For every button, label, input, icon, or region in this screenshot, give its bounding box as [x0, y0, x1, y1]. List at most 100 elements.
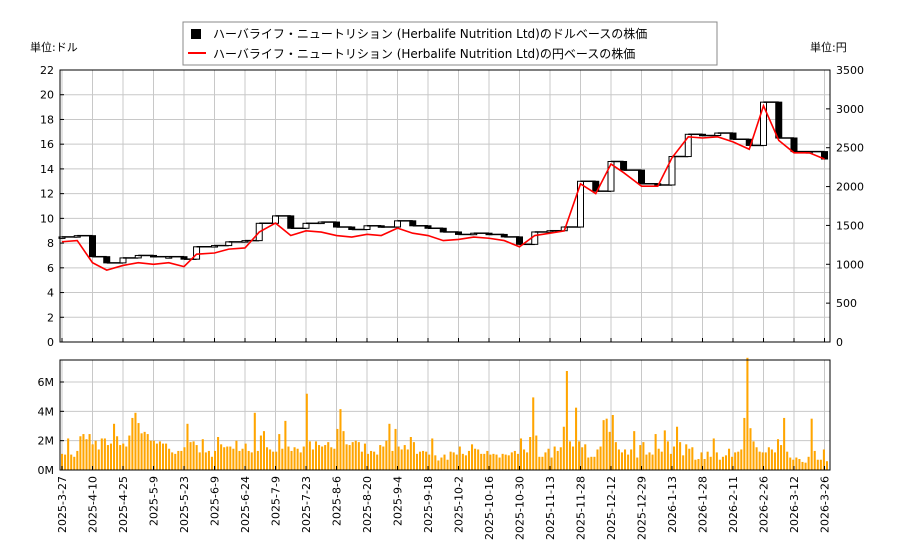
- volume-bar: [103, 438, 106, 470]
- volume-bar: [584, 444, 587, 470]
- volume-bar: [370, 450, 373, 470]
- volume-bar: [296, 448, 299, 470]
- x-tick-label: 2026-2-11: [727, 476, 740, 533]
- usd-candles: [58, 101, 828, 264]
- volume-bar: [474, 448, 477, 470]
- volume-bar: [541, 456, 544, 470]
- volume-bar: [718, 459, 721, 470]
- volume-bar: [749, 428, 752, 470]
- usd-candle: [394, 220, 401, 228]
- volume-bar: [590, 456, 593, 470]
- x-tick-label: 2025-7-23: [300, 476, 313, 533]
- left-y-tick-label: 12: [40, 188, 54, 201]
- volume-bar: [440, 457, 443, 470]
- volume-bar: [204, 452, 207, 470]
- volume-bar: [238, 450, 241, 470]
- volume-bar: [526, 452, 529, 470]
- volume-bar: [342, 431, 345, 470]
- volume-bar: [651, 454, 654, 470]
- volume-bar: [630, 449, 633, 470]
- volume-bar: [186, 423, 189, 470]
- volume-bar: [437, 460, 440, 470]
- volume-bar: [376, 454, 379, 470]
- x-tick-label: 2026-3-26: [819, 476, 832, 533]
- volume-bar: [431, 438, 434, 470]
- volume-bar: [140, 433, 143, 470]
- usd-candle: [531, 231, 539, 245]
- volume-bar: [406, 449, 409, 470]
- volume-bar: [198, 452, 201, 470]
- usd-candle: [729, 132, 737, 140]
- volume-bar: [737, 451, 740, 470]
- volume-bar: [483, 453, 486, 470]
- volume-bar: [119, 445, 122, 470]
- volume-bar: [740, 449, 743, 470]
- volume-bar: [627, 454, 630, 470]
- volume-bar: [348, 445, 351, 470]
- right-y-tick-label: 2500: [836, 142, 864, 155]
- legend-usd-label: ハーバライフ・ニュートリション (Herbalife Nutrition Ltd…: [213, 26, 647, 41]
- volume-bar: [724, 455, 728, 470]
- volume-bar: [492, 453, 495, 470]
- volume-bar: [507, 455, 510, 470]
- volume-bar: [177, 450, 180, 470]
- volume-bar: [82, 434, 85, 470]
- right-unit-label: 単位:円: [810, 41, 847, 54]
- volume-bar: [400, 449, 403, 470]
- volume-bar: [578, 441, 581, 470]
- left-y-tick-label: 18: [40, 113, 54, 126]
- volume-bar: [330, 447, 333, 470]
- x-tick-label: 2025-9-4: [392, 476, 405, 526]
- volume-bar: [382, 446, 385, 470]
- volume-bar: [804, 462, 807, 470]
- volume-bar: [703, 459, 706, 470]
- volume-bar: [308, 441, 311, 470]
- volume-bar: [636, 457, 639, 470]
- x-tick-label: 2025-8-6: [331, 476, 344, 526]
- usd-candle: [620, 160, 628, 171]
- volume-bar: [116, 436, 119, 470]
- volume-tick-label: 4M: [38, 405, 55, 418]
- volume-bar: [495, 454, 498, 470]
- volume-bar: [792, 459, 795, 470]
- volume-bar: [620, 452, 623, 470]
- volume-bar: [266, 447, 269, 470]
- x-tick-label: 2025-10-30: [514, 476, 527, 540]
- volume-bar: [556, 450, 559, 470]
- volume-bar: [290, 450, 293, 470]
- left-unit-label: 単位:ドル: [30, 41, 78, 54]
- volume-bar: [85, 439, 88, 470]
- volume-bar: [550, 457, 553, 470]
- volume-bar: [79, 436, 82, 470]
- volume-bar: [97, 449, 100, 470]
- volume-bar: [501, 453, 504, 470]
- volume-bar: [660, 451, 663, 470]
- volume-bar: [504, 454, 507, 470]
- volume-bar: [639, 445, 642, 470]
- volume-bar: [213, 450, 217, 470]
- volume-bar: [241, 448, 244, 470]
- volume-bar: [418, 451, 422, 470]
- volume-bar: [755, 447, 758, 470]
- volume-bar: [223, 447, 226, 470]
- volume-bar: [305, 393, 308, 470]
- volume-bar: [324, 445, 327, 470]
- volume-bar: [247, 450, 250, 470]
- volume-bar: [321, 446, 324, 470]
- volume-bar: [694, 459, 697, 470]
- volume-bar: [669, 453, 672, 470]
- volume-bar: [357, 442, 360, 470]
- volume-bar: [425, 451, 428, 470]
- right-y-tick-label: 2000: [836, 181, 864, 194]
- volume-bar: [743, 417, 746, 470]
- volume-bar: [64, 454, 67, 470]
- volume-bar: [565, 371, 568, 470]
- usd-candle: [287, 215, 295, 229]
- volume-bar: [461, 453, 464, 470]
- volume-bar: [379, 445, 382, 470]
- volume-bar: [596, 449, 599, 470]
- volume-bar: [688, 448, 691, 470]
- volume-tick-label: 2M: [38, 435, 55, 448]
- volume-bar: [122, 443, 125, 470]
- volume-bar: [467, 450, 471, 470]
